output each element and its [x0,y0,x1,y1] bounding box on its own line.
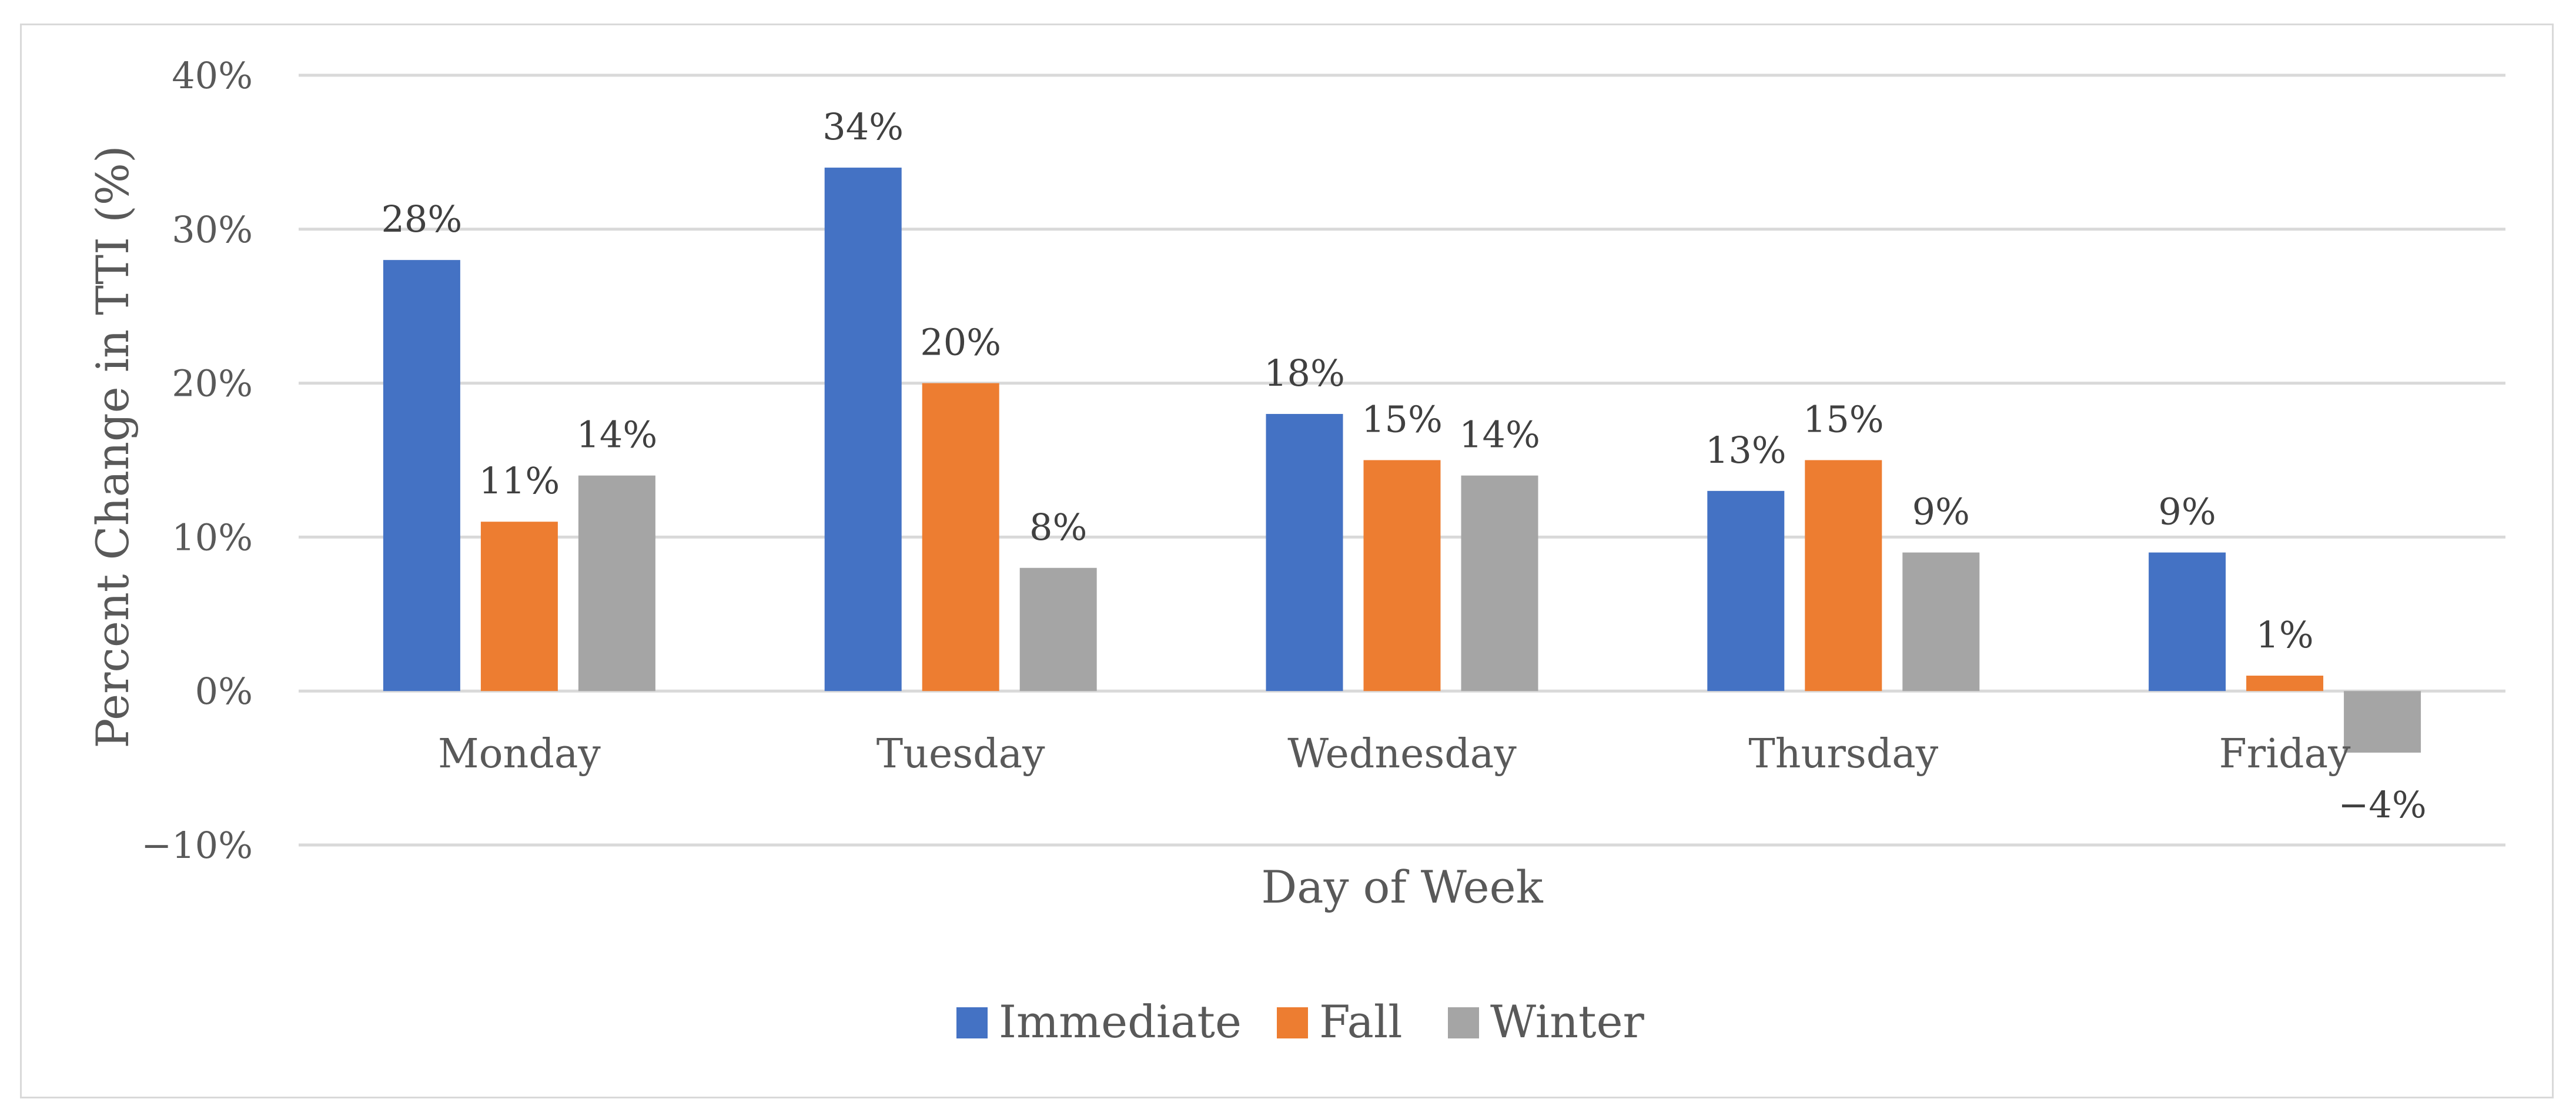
y-tick-label: 0% [195,670,253,713]
data-label: 28% [381,198,462,240]
bar-immediate [2149,552,2226,692]
x-axis-title: Day of Week [1261,861,1543,913]
bar-winter [2344,691,2421,753]
data-label: 20% [920,321,1001,364]
legend: Immediate Fall Winter [956,996,1645,1048]
y-axis-title: Percent Change in TTI (%) [86,145,139,748]
data-label: 1% [2256,613,2313,656]
data-label: 13% [1705,429,1787,472]
legend-label: Fall [1319,996,1403,1048]
data-label: 34% [822,105,904,148]
y-tick-label: 20% [172,362,253,405]
data-label: 18% [1264,352,1345,395]
bar-fall [1805,460,1882,692]
bar-winter [578,475,655,692]
legend-swatch-fall [1277,1007,1308,1038]
bar-fall [2246,676,2324,692]
bar-fall [480,522,558,692]
bars [383,168,2421,753]
bar-winter [1019,567,1097,692]
bar-immediate [1266,413,1343,692]
legend-swatch-winter [1448,1007,1479,1038]
data-label: −4% [2338,783,2426,826]
data-label: 11% [479,459,560,502]
bar-winter [1902,552,1980,692]
y-tick-label: 10% [172,516,253,559]
legend-label: Winter [1490,996,1645,1048]
y-tick-label: −10% [141,824,253,867]
bar-fall [1363,460,1441,692]
data-label: 14% [1459,413,1540,456]
bar-immediate [1707,490,1785,692]
data-label: 15% [1803,398,1884,441]
x-tick-labels: Monday Tuesday Wednesday Thursday Friday [438,731,2351,777]
y-tick-label: 40% [172,54,253,97]
y-tick-labels: −10% 0% 10% 20% 30% 40% [141,54,253,867]
bar-immediate [383,260,460,692]
bar-fall [922,383,999,692]
x-tick-label: Monday [438,731,601,777]
data-label: 14% [576,413,657,456]
data-label: 8% [1029,506,1087,549]
data-label: 15% [1361,398,1443,441]
x-tick-label: Wednesday [1287,731,1517,777]
bar-immediate [824,168,902,692]
gridlines [299,74,2505,847]
x-tick-label: Thursday [1748,731,1938,777]
data-label: 9% [1912,490,1970,533]
x-tick-label: Tuesday [876,731,1045,777]
x-tick-label: Friday [2219,731,2351,777]
bar-winter [1461,475,1538,692]
legend-swatch-immediate [956,1007,988,1038]
data-label: 9% [2158,490,2216,533]
y-tick-label: 30% [172,208,253,251]
data-labels: 28% 11% 14% 34% 20% 8% 18% 15% 14% 13% 15% 9% 9% 1% −4… [381,105,2426,826]
legend-label: Immediate [999,996,1242,1048]
